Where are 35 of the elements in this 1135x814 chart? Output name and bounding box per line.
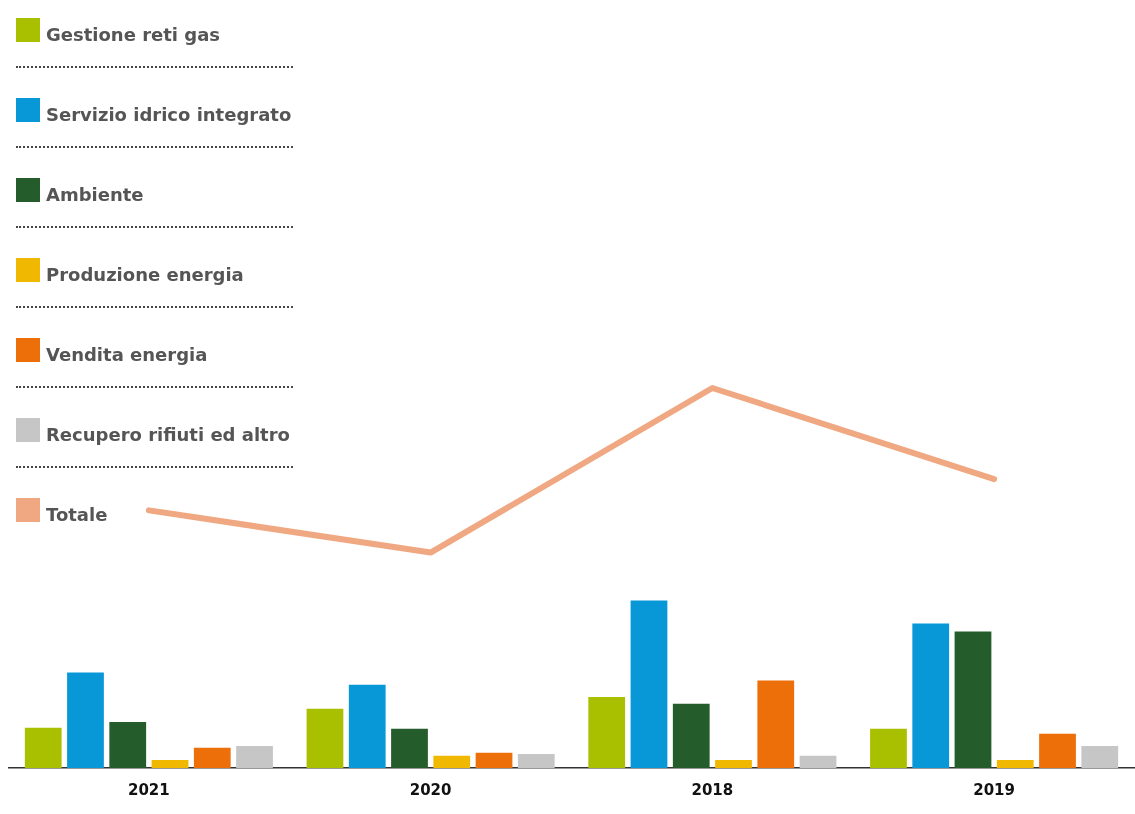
- bar: [236, 745, 273, 768]
- bar: [517, 753, 555, 768]
- bar: [912, 623, 950, 768]
- bar: [193, 747, 231, 768]
- legend-label: Recupero rifiuti ed altro: [46, 424, 290, 445]
- bar: [348, 684, 386, 768]
- bar: [799, 755, 837, 768]
- legend-label: Totale: [46, 504, 108, 525]
- x-tick-label: 2019: [973, 780, 1015, 799]
- bar: [109, 722, 147, 768]
- bar: [475, 752, 513, 768]
- bar: [67, 672, 104, 768]
- bar: [306, 708, 344, 768]
- bar: [1039, 733, 1076, 768]
- legend-label: Produzione energia: [46, 264, 244, 285]
- legend-label: Vendita energia: [46, 344, 208, 365]
- bar: [996, 760, 1034, 768]
- x-tick-label: 2021: [128, 780, 170, 799]
- bar: [433, 755, 471, 768]
- bar: [630, 600, 668, 768]
- bar: [1081, 745, 1119, 768]
- bar: [954, 631, 992, 768]
- legend-label: Ambiente: [46, 184, 144, 205]
- bar: [391, 728, 428, 768]
- x-tick-label: 2018: [691, 780, 734, 799]
- bar: [588, 696, 626, 768]
- legend-label: Servizio idrico integrato: [46, 104, 292, 125]
- bar: [151, 760, 189, 768]
- bar: [24, 727, 62, 768]
- bar: [672, 703, 710, 768]
- bar: [870, 728, 907, 768]
- x-tick-label: 2020: [409, 780, 452, 799]
- bar: [757, 680, 795, 768]
- legend-label: Gestione reti gas: [46, 24, 220, 45]
- bar: [715, 760, 752, 768]
